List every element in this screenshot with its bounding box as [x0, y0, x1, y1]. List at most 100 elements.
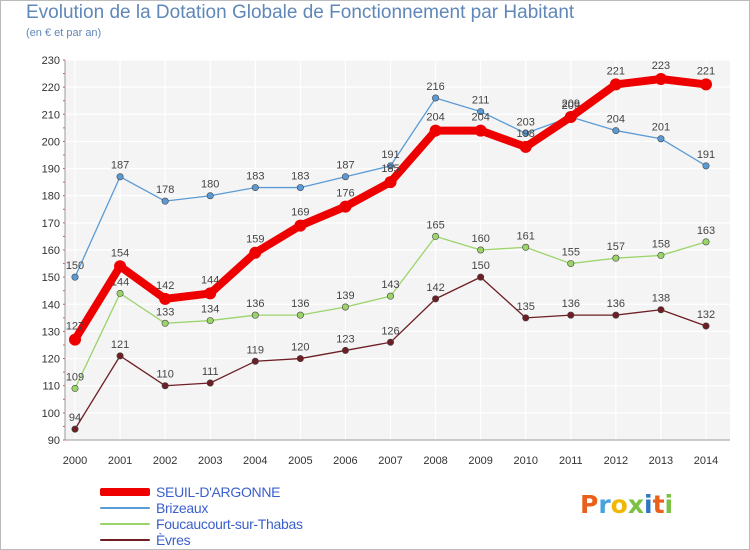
data-point — [116, 289, 124, 297]
data-point — [161, 197, 169, 205]
data-label: 136 — [291, 298, 309, 310]
data-label: 121 — [111, 339, 129, 351]
legend-label: SEUIL-D'ARGONNE — [156, 484, 281, 500]
data-point — [522, 314, 530, 322]
data-label: 109 — [66, 371, 84, 383]
data-point — [612, 311, 620, 319]
data-label: 136 — [562, 298, 580, 310]
y-tick-label: 120 — [42, 354, 60, 366]
data-point — [477, 108, 485, 116]
data-point — [206, 379, 214, 387]
logo-letter: P — [580, 490, 599, 519]
data-point — [609, 78, 622, 91]
y-tick-label: 160 — [42, 245, 60, 257]
data-label: 209 — [562, 98, 580, 110]
data-point — [341, 173, 349, 181]
data-label: 221 — [697, 65, 715, 77]
data-point — [657, 251, 665, 259]
x-tick-label: 2003 — [198, 455, 222, 467]
proxiti-logo: Proxiti — [580, 490, 673, 519]
data-label: 126 — [381, 325, 399, 337]
x-tick-label: 2005 — [288, 455, 312, 467]
data-point — [477, 273, 485, 281]
logo-letter: o — [610, 490, 628, 519]
data-point — [341, 303, 349, 311]
legend-label: Èvres — [156, 532, 191, 548]
data-label: 160 — [471, 233, 489, 245]
data-point — [251, 184, 259, 192]
data-point — [567, 311, 575, 319]
data-label: 183 — [246, 171, 264, 183]
x-tick-label: 2008 — [423, 455, 447, 467]
data-label: 187 — [336, 160, 354, 172]
data-point — [474, 124, 487, 137]
y-tick-label: 100 — [42, 408, 60, 420]
data-label: 176 — [336, 188, 354, 200]
series--vres: 94 121 110 111 119 120 123 126 142 150 135 136 136 13… — [69, 260, 715, 433]
data-label: 144 — [201, 274, 219, 286]
data-label: 135 — [517, 301, 535, 313]
data-point — [386, 338, 394, 346]
data-point — [700, 78, 712, 91]
x-tick-label: 2012 — [604, 455, 628, 467]
data-label: 161 — [517, 230, 535, 242]
y-tick-label: 190 — [42, 164, 60, 176]
data-label: 150 — [66, 260, 84, 272]
data-point — [161, 382, 169, 390]
data-point — [159, 292, 172, 305]
data-point — [654, 73, 667, 85]
x-tick-label: 2010 — [513, 455, 537, 467]
data-point — [477, 246, 485, 254]
y-tick-label: 210 — [42, 109, 60, 121]
y-tick-label: 180 — [42, 191, 60, 203]
data-label: 163 — [697, 225, 715, 237]
data-label: 120 — [291, 342, 309, 354]
y-tick-label: 90 — [48, 435, 60, 447]
x-tick-label: 2013 — [649, 455, 673, 467]
data-label: 185 — [381, 163, 399, 175]
data-point — [206, 317, 214, 325]
data-label: 142 — [156, 280, 174, 292]
data-label: 142 — [426, 282, 444, 294]
legend-swatch — [100, 523, 150, 525]
data-label: 154 — [111, 247, 129, 259]
data-label: 223 — [652, 60, 670, 72]
data-point — [702, 322, 710, 330]
data-label: 158 — [652, 238, 670, 250]
x-tick-label: 2004 — [243, 455, 267, 467]
data-point — [204, 287, 217, 300]
data-point — [116, 173, 124, 181]
page-title: Evolution de la Dotation Globale de Fonc… — [26, 2, 575, 23]
data-label: 183 — [291, 171, 309, 183]
data-point — [386, 292, 394, 300]
y-tick-label: 130 — [42, 326, 60, 338]
logo-letter: i — [644, 490, 653, 519]
x-tick-label: 2006 — [333, 455, 357, 467]
data-label: 133 — [156, 306, 174, 318]
y-tick-label: 110 — [42, 381, 60, 393]
data-point — [161, 319, 169, 327]
legend-swatch — [100, 488, 150, 496]
data-label: 111 — [202, 366, 219, 378]
data-point — [522, 243, 530, 251]
data-label: 150 — [471, 260, 489, 272]
data-point — [702, 162, 710, 170]
data-label: 94 — [69, 412, 81, 424]
data-label: 123 — [336, 333, 354, 345]
data-point — [251, 357, 259, 365]
logo-letter: r — [598, 490, 611, 519]
data-label: 211 — [472, 95, 490, 107]
data-label: 191 — [697, 149, 715, 161]
data-label: 165 — [426, 219, 444, 231]
data-point — [296, 311, 304, 319]
y-tick-label: 220 — [42, 82, 60, 94]
y-tick-label: 140 — [42, 299, 60, 311]
data-point — [432, 295, 440, 303]
data-label: 169 — [291, 207, 309, 219]
series-foucaucourt-sur-thabas: 109 144 133 134 136 136 139 143 165 160 161 155 157 1… — [66, 219, 715, 392]
data-point — [114, 260, 127, 273]
data-label: 216 — [426, 81, 444, 93]
data-label: 203 — [517, 116, 535, 128]
data-point — [657, 306, 665, 314]
